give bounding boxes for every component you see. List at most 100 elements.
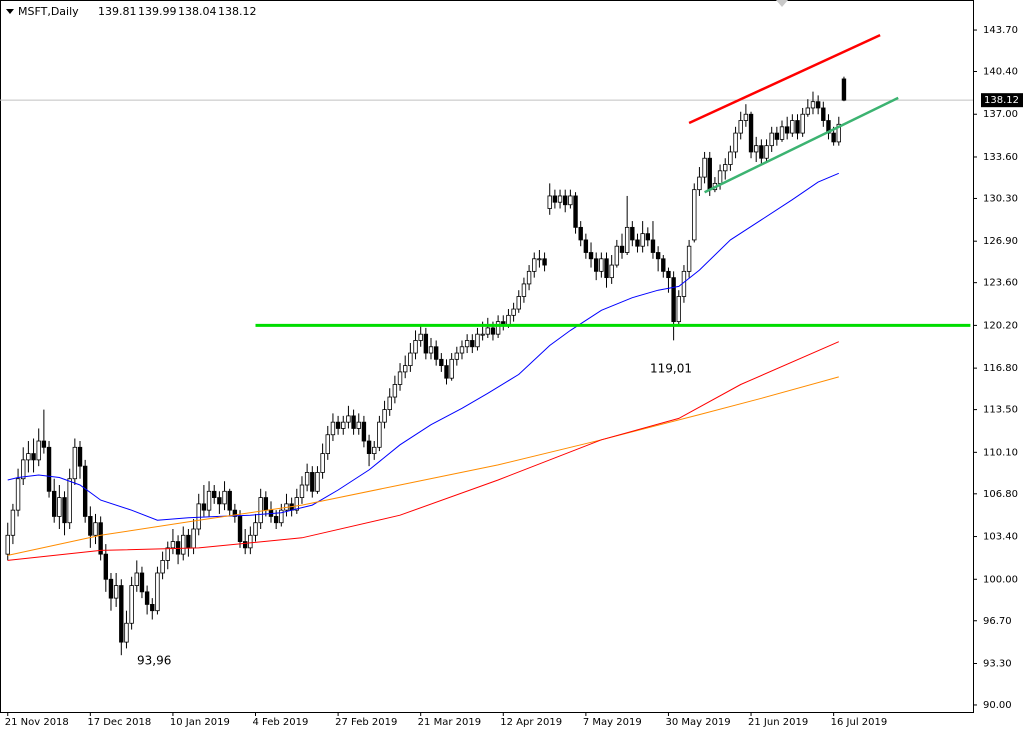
candle-body <box>821 107 826 121</box>
candle-body <box>93 522 98 536</box>
candle-body <box>728 151 733 165</box>
candle-body <box>201 503 207 511</box>
overlay-line <box>7 172 839 521</box>
candle-body <box>542 258 547 266</box>
candle-body <box>640 233 645 247</box>
candle-body <box>82 465 88 517</box>
y-tick-label: 100.00 <box>983 574 1018 585</box>
candle-body <box>67 478 72 524</box>
y-tick-label: 130.30 <box>983 193 1018 204</box>
price-tag <box>981 93 1023 108</box>
y-tick-label: 96.70 <box>983 616 1012 627</box>
candle-body <box>604 258 609 279</box>
candle-body <box>475 333 480 348</box>
candle-body <box>764 145 769 159</box>
candle-body <box>98 522 103 555</box>
candle-body <box>511 308 516 316</box>
candle-body <box>599 258 604 272</box>
candle-body <box>645 233 651 241</box>
candle-body <box>552 195 558 203</box>
candle-body <box>723 164 728 172</box>
candle-body <box>624 226 630 253</box>
candle-body <box>372 446 377 454</box>
candle-body <box>655 252 661 260</box>
x-tick-label: 10 Jan 2019 <box>170 717 230 728</box>
candle-body <box>392 384 398 398</box>
y-tick-label: 93.30 <box>983 658 1012 669</box>
menu-arrow <box>6 9 14 14</box>
y-tick-label: 103.40 <box>983 532 1018 543</box>
candle-body <box>666 270 671 279</box>
candle-body <box>547 195 552 209</box>
candle-body <box>134 572 139 586</box>
candle-body <box>609 264 614 279</box>
candle-body <box>759 145 764 159</box>
candle-body <box>748 113 754 153</box>
candle-body <box>784 126 790 134</box>
candle-body <box>738 120 743 134</box>
candle-body <box>537 258 542 261</box>
candle-body <box>129 585 134 624</box>
candle-body <box>258 497 263 524</box>
candle-body <box>88 516 93 536</box>
candle-body <box>150 604 155 612</box>
candle-body <box>815 101 821 109</box>
candle-body <box>506 314 511 326</box>
candle-body <box>769 132 774 147</box>
candle-body <box>588 252 594 260</box>
candle-body <box>841 78 847 101</box>
candle-body <box>382 409 387 423</box>
candle-body <box>206 490 212 511</box>
candle-body <box>593 258 599 272</box>
candle-body <box>304 472 310 486</box>
candle-body <box>403 365 408 373</box>
candle-body <box>573 195 578 228</box>
y-tick-label: 110.10 <box>983 447 1018 458</box>
candle-body <box>449 358 454 379</box>
candle-body <box>330 421 336 436</box>
x-tick-label: 30 May 2019 <box>665 717 730 728</box>
y-tick-label: 143.70 <box>983 25 1018 36</box>
candle-body <box>485 327 490 335</box>
candle-body <box>160 560 165 574</box>
candle-body <box>10 509 16 536</box>
candle-body <box>315 472 320 492</box>
candle-body <box>294 497 300 511</box>
candle-body <box>222 490 227 505</box>
candle-body <box>21 459 26 480</box>
candle-body <box>248 534 253 549</box>
x-tick-label: 27 Feb 2019 <box>335 717 397 728</box>
candle-body <box>480 333 485 336</box>
overlay-line <box>688 33 881 125</box>
candle-body <box>408 352 413 367</box>
candle-body <box>805 107 811 115</box>
candle-body <box>433 346 439 360</box>
candle-body <box>175 541 181 555</box>
candle-body <box>124 622 129 643</box>
candle-body <box>490 327 496 335</box>
ohlc-close: 138.12 <box>218 5 257 18</box>
plot-frame <box>0 0 974 713</box>
candle-body <box>578 226 583 241</box>
candle-body <box>671 277 676 323</box>
candle-body <box>707 157 712 191</box>
candle-body <box>170 541 176 549</box>
candle-body <box>413 340 418 354</box>
candle-body <box>361 421 367 442</box>
candle-body <box>62 497 67 524</box>
candle-body <box>831 132 836 143</box>
candle-body <box>356 421 361 429</box>
candle-body <box>423 333 429 354</box>
candle-body <box>754 145 759 153</box>
candle-body <box>237 516 243 542</box>
candle-body <box>516 296 521 310</box>
candle-body <box>464 340 470 348</box>
candle-body <box>495 321 501 335</box>
candle-body <box>310 472 315 492</box>
x-tick-label: 16 Jul 2019 <box>831 717 888 728</box>
candle-body <box>299 484 305 498</box>
candle-body <box>459 346 465 354</box>
candle-body <box>41 440 47 448</box>
